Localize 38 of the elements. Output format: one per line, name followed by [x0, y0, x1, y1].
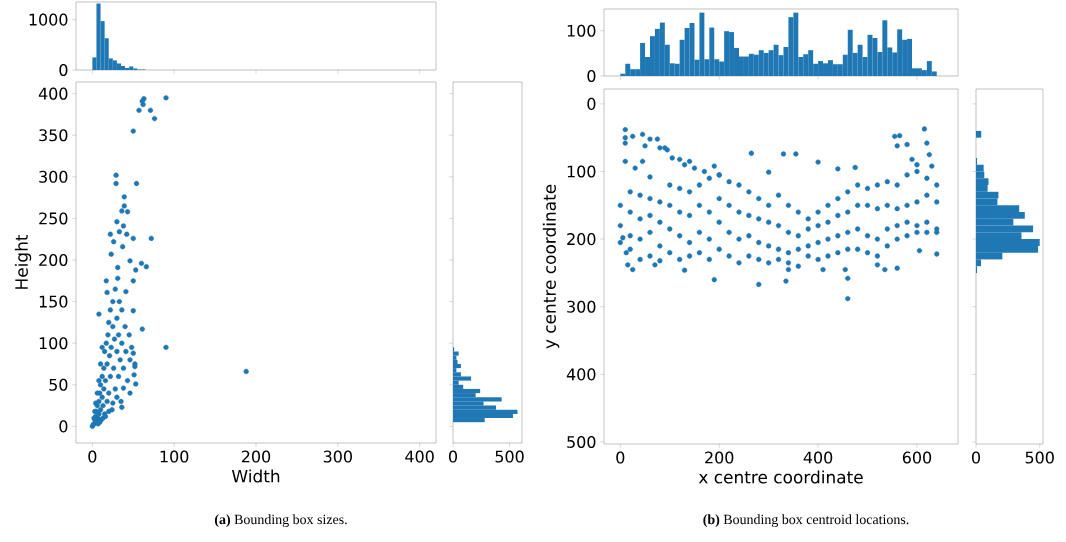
y-tick-label: 250 — [39, 212, 68, 225]
x-tick-label: 0 — [971, 451, 981, 464]
y-tick-label: 200 — [39, 253, 68, 267]
x-tick-label: 200 — [705, 451, 734, 464]
y-tick-label: 0 — [59, 63, 68, 77]
y-tick-label: 0 — [59, 420, 68, 433]
x-tick-label: 0 — [616, 451, 625, 464]
x-tick-label: 400 — [405, 450, 434, 463]
x-tick-label: 300 — [323, 450, 352, 463]
y-tick-label: 400 — [38, 87, 68, 100]
y-tick-label: 150 — [39, 295, 68, 308]
x-tick-label: 0 — [448, 450, 458, 463]
text: (a) Bounding box sizes. — [214, 514, 347, 528]
x-tick-label: 0 — [88, 450, 97, 463]
x-tick-label: 500 — [495, 450, 524, 463]
y-tick-label: 100 — [567, 24, 596, 37]
x-axis-title: x centre coordinate — [698, 470, 863, 484]
y-axis-title: Height — [14, 234, 32, 289]
y-tick-label: 0 — [587, 97, 596, 110]
y-tick-label: 1000 — [29, 13, 68, 26]
y-tick-label: 0 — [587, 69, 596, 83]
x-tick-label: 600 — [902, 451, 932, 464]
y-tick-label: 50 — [49, 378, 68, 391]
y-axis-title: y centre coordinate — [542, 184, 560, 349]
y-tick-label: 100 — [567, 165, 596, 178]
y-tick-label: 300 — [567, 300, 596, 313]
y-tick-label: 350 — [39, 129, 68, 142]
y-tick-label: 300 — [39, 170, 68, 183]
x-tick-label: 500 — [1025, 451, 1054, 464]
text: (b) Bounding box centroid locations. — [703, 514, 909, 528]
x-tick-label: 100 — [160, 450, 189, 463]
x-tick-label: 400 — [803, 451, 833, 464]
y-tick-label: 200 — [567, 233, 596, 246]
y-tick-label: 400 — [566, 368, 596, 381]
y-tick-label: 500 — [567, 435, 596, 448]
x-axis-title: Width — [231, 469, 280, 483]
y-tick-label: 100 — [39, 337, 68, 350]
x-tick-label: 200 — [241, 450, 271, 463]
